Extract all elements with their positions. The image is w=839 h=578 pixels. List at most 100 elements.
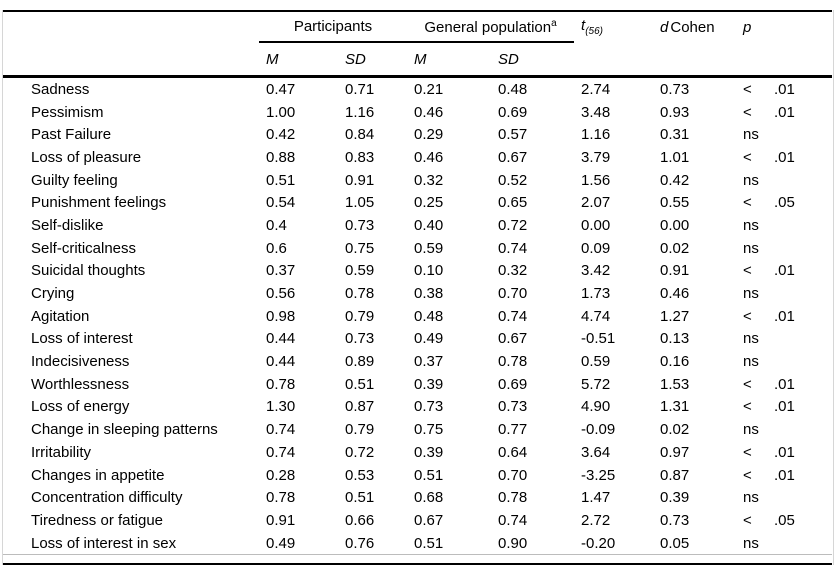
p-sign: ns: [743, 534, 759, 552]
item-label: Suicidal thoughts: [31, 262, 146, 280]
p-value: .01: [774, 466, 795, 484]
t-value: -0.20: [581, 534, 616, 552]
table-row: Changes in appetite 0.28 0.53 0.51 0.70 -3.25…: [3, 464, 832, 487]
p-symbol: p: [743, 18, 752, 36]
d-value: 0.73: [660, 511, 690, 529]
t-value: 0.00: [581, 216, 611, 234]
item-label: Indecisiveness: [31, 353, 130, 371]
t-value: 0.59: [581, 353, 611, 371]
p-sign: <: [743, 148, 752, 166]
item-label: Pessimism: [31, 103, 104, 121]
table-row: Tiredness or fatigue 0.91 0.66 0.67 0.74 2.72…: [3, 509, 832, 532]
t-value: 4.90: [581, 398, 611, 416]
participants-m-value: 0.47: [266, 80, 296, 98]
d-value: 0.31: [660, 126, 690, 144]
item-label: Tiredness or fatigue: [31, 511, 164, 529]
general-m-value: 0.37: [414, 353, 444, 371]
t-value: 2.74: [581, 80, 611, 98]
d-value: 0.05: [660, 534, 690, 552]
t-value: -0.51: [581, 330, 616, 348]
general-sd-value: 0.73: [498, 398, 528, 416]
general-sd-value: 0.90: [498, 534, 528, 552]
p-value: .01: [774, 375, 795, 393]
general-population-footnote-marker: a: [551, 17, 557, 29]
general-m-value: 0.32: [414, 171, 444, 189]
d-symbol: d: [660, 18, 669, 36]
t-value: 3.48: [581, 103, 611, 121]
participants-m-value: 0.42: [266, 126, 296, 144]
p-column-header: p: [736, 11, 832, 42]
table-body: Sadness 0.47 0.71 0.21 0.48 2.74 0.73 < .01 Pessi…: [3, 77, 833, 565]
p-sign: ns: [743, 285, 759, 303]
d-value: 0.13: [660, 330, 690, 348]
general-m-value: 0.73: [414, 398, 444, 416]
t-value: 3.64: [581, 443, 611, 461]
d-value: 0.73: [660, 80, 690, 98]
item-label: Agitation: [31, 307, 90, 325]
bottom-rule-spacer: [3, 554, 833, 565]
p-value: [767, 418, 832, 441]
general-sd-value: 0.69: [498, 375, 528, 393]
participants-sd-value: 0.84: [345, 126, 375, 144]
t-symbol: t: [581, 17, 586, 34]
participants-sd-value: 0.66: [345, 511, 375, 529]
general-sd-value: 0.74: [498, 239, 528, 257]
d-value: 0.39: [660, 489, 690, 507]
general-m-value: 0.51: [414, 534, 444, 552]
p-sign: ns: [743, 239, 759, 257]
t-value: 0.09: [581, 239, 611, 257]
p-value: .05: [774, 194, 795, 212]
p-value: [767, 486, 832, 509]
t-value: 1.16: [581, 126, 611, 144]
participants-m-value: 0.78: [266, 489, 296, 507]
general-m-value: 0.51: [414, 466, 444, 484]
participants-sd-value: 0.91: [345, 171, 375, 189]
general-m-value: 0.29: [414, 126, 444, 144]
general-m-value: 0.68: [414, 489, 444, 507]
participants-m-value: 0.74: [266, 443, 296, 461]
sub-header-blank: [3, 42, 259, 78]
t-value: -3.25: [581, 466, 616, 484]
general-sd-value: 0.74: [498, 307, 528, 325]
participants-m-value: 0.56: [266, 285, 296, 303]
p-value: .05: [774, 511, 795, 529]
table-row: Self-criticalness 0.6 0.75 0.59 0.74 0.09 0.02…: [3, 237, 832, 260]
p-sign: ns: [743, 216, 759, 234]
p-value: [767, 237, 832, 260]
participants-sd-value: 0.73: [345, 330, 375, 348]
p-value: [767, 282, 832, 305]
general-m-value: 0.39: [414, 375, 444, 393]
general-sd-value: 0.74: [498, 511, 528, 529]
participants-m-value: 0.91: [266, 511, 296, 529]
item-label: Crying: [31, 285, 75, 303]
participants-group-label: Participants: [293, 18, 373, 35]
participants-m-value: 0.51: [266, 171, 296, 189]
participants-m-value: 0.6: [266, 239, 287, 257]
item-label: Worthlessness: [31, 375, 130, 393]
item-label: Changes in appetite: [31, 466, 165, 484]
participants-m-value: 0.54: [266, 194, 296, 212]
participants-m-value: 0.49: [266, 534, 296, 552]
table-row: Agitation 0.98 0.79 0.48 0.74 4.74 1.27 < .01: [3, 305, 832, 328]
p-value: .01: [774, 443, 795, 461]
general-m-value: 0.75: [414, 421, 444, 439]
d-value: 0.42: [660, 171, 690, 189]
p-sign: <: [743, 375, 752, 393]
general-sd-value: 0.67: [498, 330, 528, 348]
general-sd-value: 0.78: [498, 489, 528, 507]
p-value: [767, 350, 832, 373]
t-value: 1.47: [581, 489, 611, 507]
p-sign: <: [743, 443, 752, 461]
table-row: Self-dislike 0.4 0.73 0.40 0.72 0.00 0.00 ns: [3, 214, 832, 237]
general-m-value: 0.49: [414, 330, 444, 348]
participants-m-value: 0.74: [266, 421, 296, 439]
participants-m-header: M: [259, 42, 338, 78]
p-sign: ns: [743, 353, 759, 371]
d-value: 0.93: [660, 103, 690, 121]
p-sign: <: [743, 307, 752, 325]
participants-m-value: 0.37: [266, 262, 296, 280]
stats-table-frame: Participants General populationa t(56) d…: [2, 10, 834, 566]
p-sign: <: [743, 103, 752, 121]
general-m-header: M: [407, 42, 491, 78]
p-sign: ns: [743, 171, 759, 189]
